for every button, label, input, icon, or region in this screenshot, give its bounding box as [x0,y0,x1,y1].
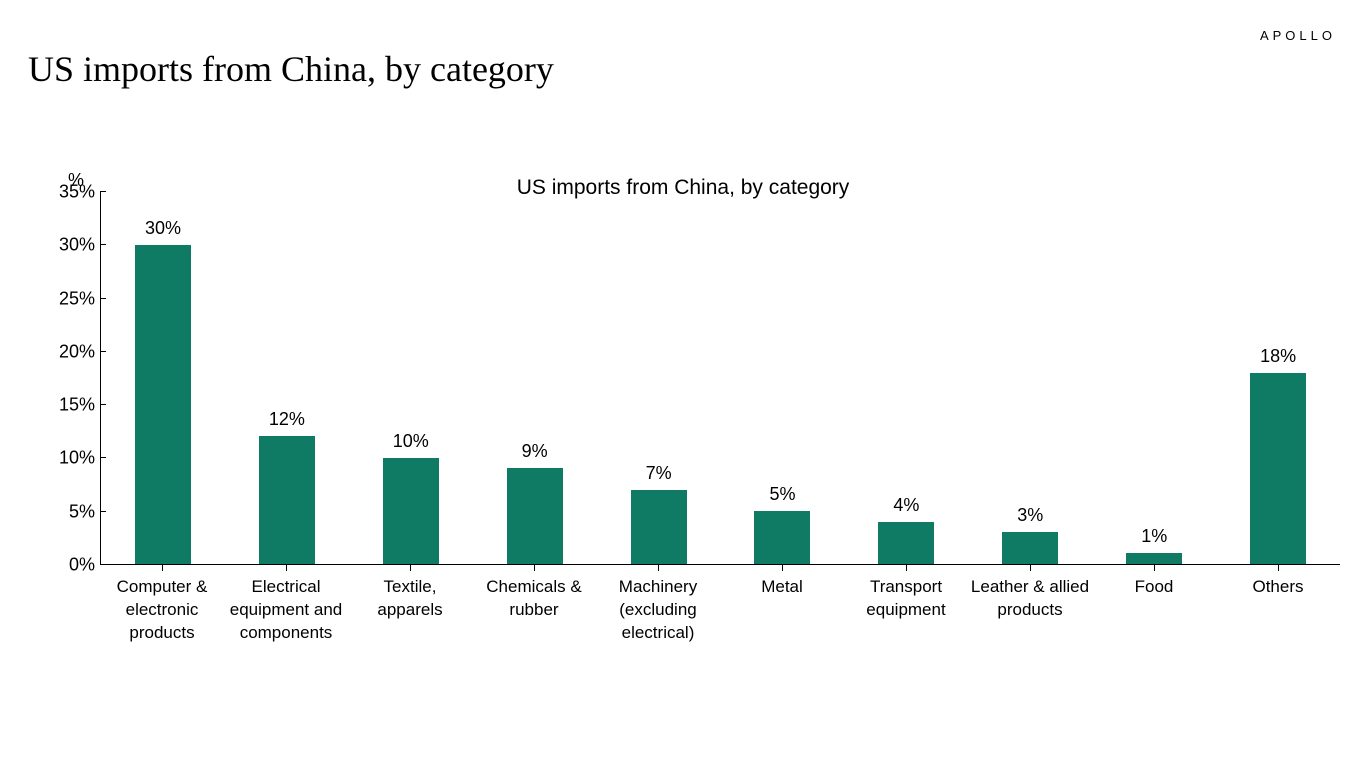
bar: 1% [1126,553,1182,564]
y-tick-label: 25% [59,288,95,309]
chart-container: % 0%5%10%15%20%25%30%35% 30%12%10%9%7%5%… [50,170,1340,730]
x-label-slot: Food [1092,570,1216,645]
y-axis: 0%5%10%15%20%25%30%35% [50,192,100,565]
bar-value-label: 18% [1260,346,1296,367]
bar: 30% [135,245,191,564]
bar: 5% [754,511,810,564]
x-axis-label: Metal [720,570,844,599]
bar-slot: 18% [1216,192,1340,564]
x-label-slot: Machinery (excluding electrical) [596,570,720,645]
y-tick-label: 15% [59,395,95,416]
x-axis-label: Electrical equipment and components [224,570,348,645]
bar-slot: 7% [597,192,721,564]
x-label-slot: Others [1216,570,1340,645]
bar: 10% [383,458,439,564]
bar-slot: 5% [721,192,845,564]
y-tick-label: 35% [59,182,95,203]
x-tick-mark [906,565,907,571]
x-label-slot: Leather & allied products [968,570,1092,645]
bar-value-label: 30% [145,218,181,239]
y-tick-label: 10% [59,448,95,469]
x-tick-mark [1154,565,1155,571]
bar-slot: 12% [225,192,349,564]
x-axis-label: Chemicals & rubber [472,570,596,622]
x-tick-mark [534,565,535,571]
bar: 7% [631,490,687,564]
x-label-slot: Textile, apparels [348,570,472,645]
x-tick-mark [782,565,783,571]
bar-value-label: 3% [1017,505,1043,526]
bar-value-label: 4% [893,495,919,516]
x-axis-label: Food [1092,570,1216,599]
bar-slot: 3% [968,192,1092,564]
bars-group: 30% 12% 10% 9% 7% 5% 4% 3% 1% 18% [101,192,1340,564]
plot-area: 30% 12% 10% 9% 7% 5% 4% 3% 1% 18% [100,192,1340,565]
x-axis-label: Computer & electronic products [100,570,224,645]
bar-slot: 10% [349,192,473,564]
x-axis-labels: Computer & electronic productsElectrical… [100,570,1340,645]
bar-value-label: 1% [1141,526,1167,547]
bar-slot: 30% [101,192,225,564]
x-label-slot: Electrical equipment and components [224,570,348,645]
x-label-slot: Metal [720,570,844,645]
bar-value-label: 10% [393,431,429,452]
brand-logo: APOLLO [1260,28,1336,43]
x-label-slot: Computer & electronic products [100,570,224,645]
bar-slot: 1% [1092,192,1216,564]
page-title: US imports from China, by category [28,48,554,90]
bar-value-label: 12% [269,409,305,430]
x-label-slot: Chemicals & rubber [472,570,596,645]
x-axis-label: Transport equipment [844,570,968,622]
bar: 9% [507,468,563,564]
bar-value-label: 7% [646,463,672,484]
y-tick-label: 30% [59,235,95,256]
x-tick-mark [410,565,411,571]
x-axis-label: Others [1216,570,1340,599]
x-axis-label: Machinery (excluding electrical) [596,570,720,645]
y-tick-label: 0% [69,555,95,576]
x-label-slot: Transport equipment [844,570,968,645]
x-tick-mark [286,565,287,571]
bar-slot: 9% [473,192,597,564]
x-tick-mark [1030,565,1031,571]
bar: 3% [1002,532,1058,564]
y-tick-label: 5% [69,501,95,522]
y-tick-label: 20% [59,341,95,362]
bar: 12% [259,436,315,564]
bar: 18% [1250,373,1306,564]
bar-value-label: 9% [522,441,548,462]
bar-slot: 4% [844,192,968,564]
x-axis-label: Textile, apparels [348,570,472,622]
x-tick-mark [1278,565,1279,571]
x-tick-mark [658,565,659,571]
x-tick-mark [162,565,163,571]
x-axis-label: Leather & allied products [968,570,1092,622]
bar: 4% [878,522,934,565]
bar-value-label: 5% [769,484,795,505]
